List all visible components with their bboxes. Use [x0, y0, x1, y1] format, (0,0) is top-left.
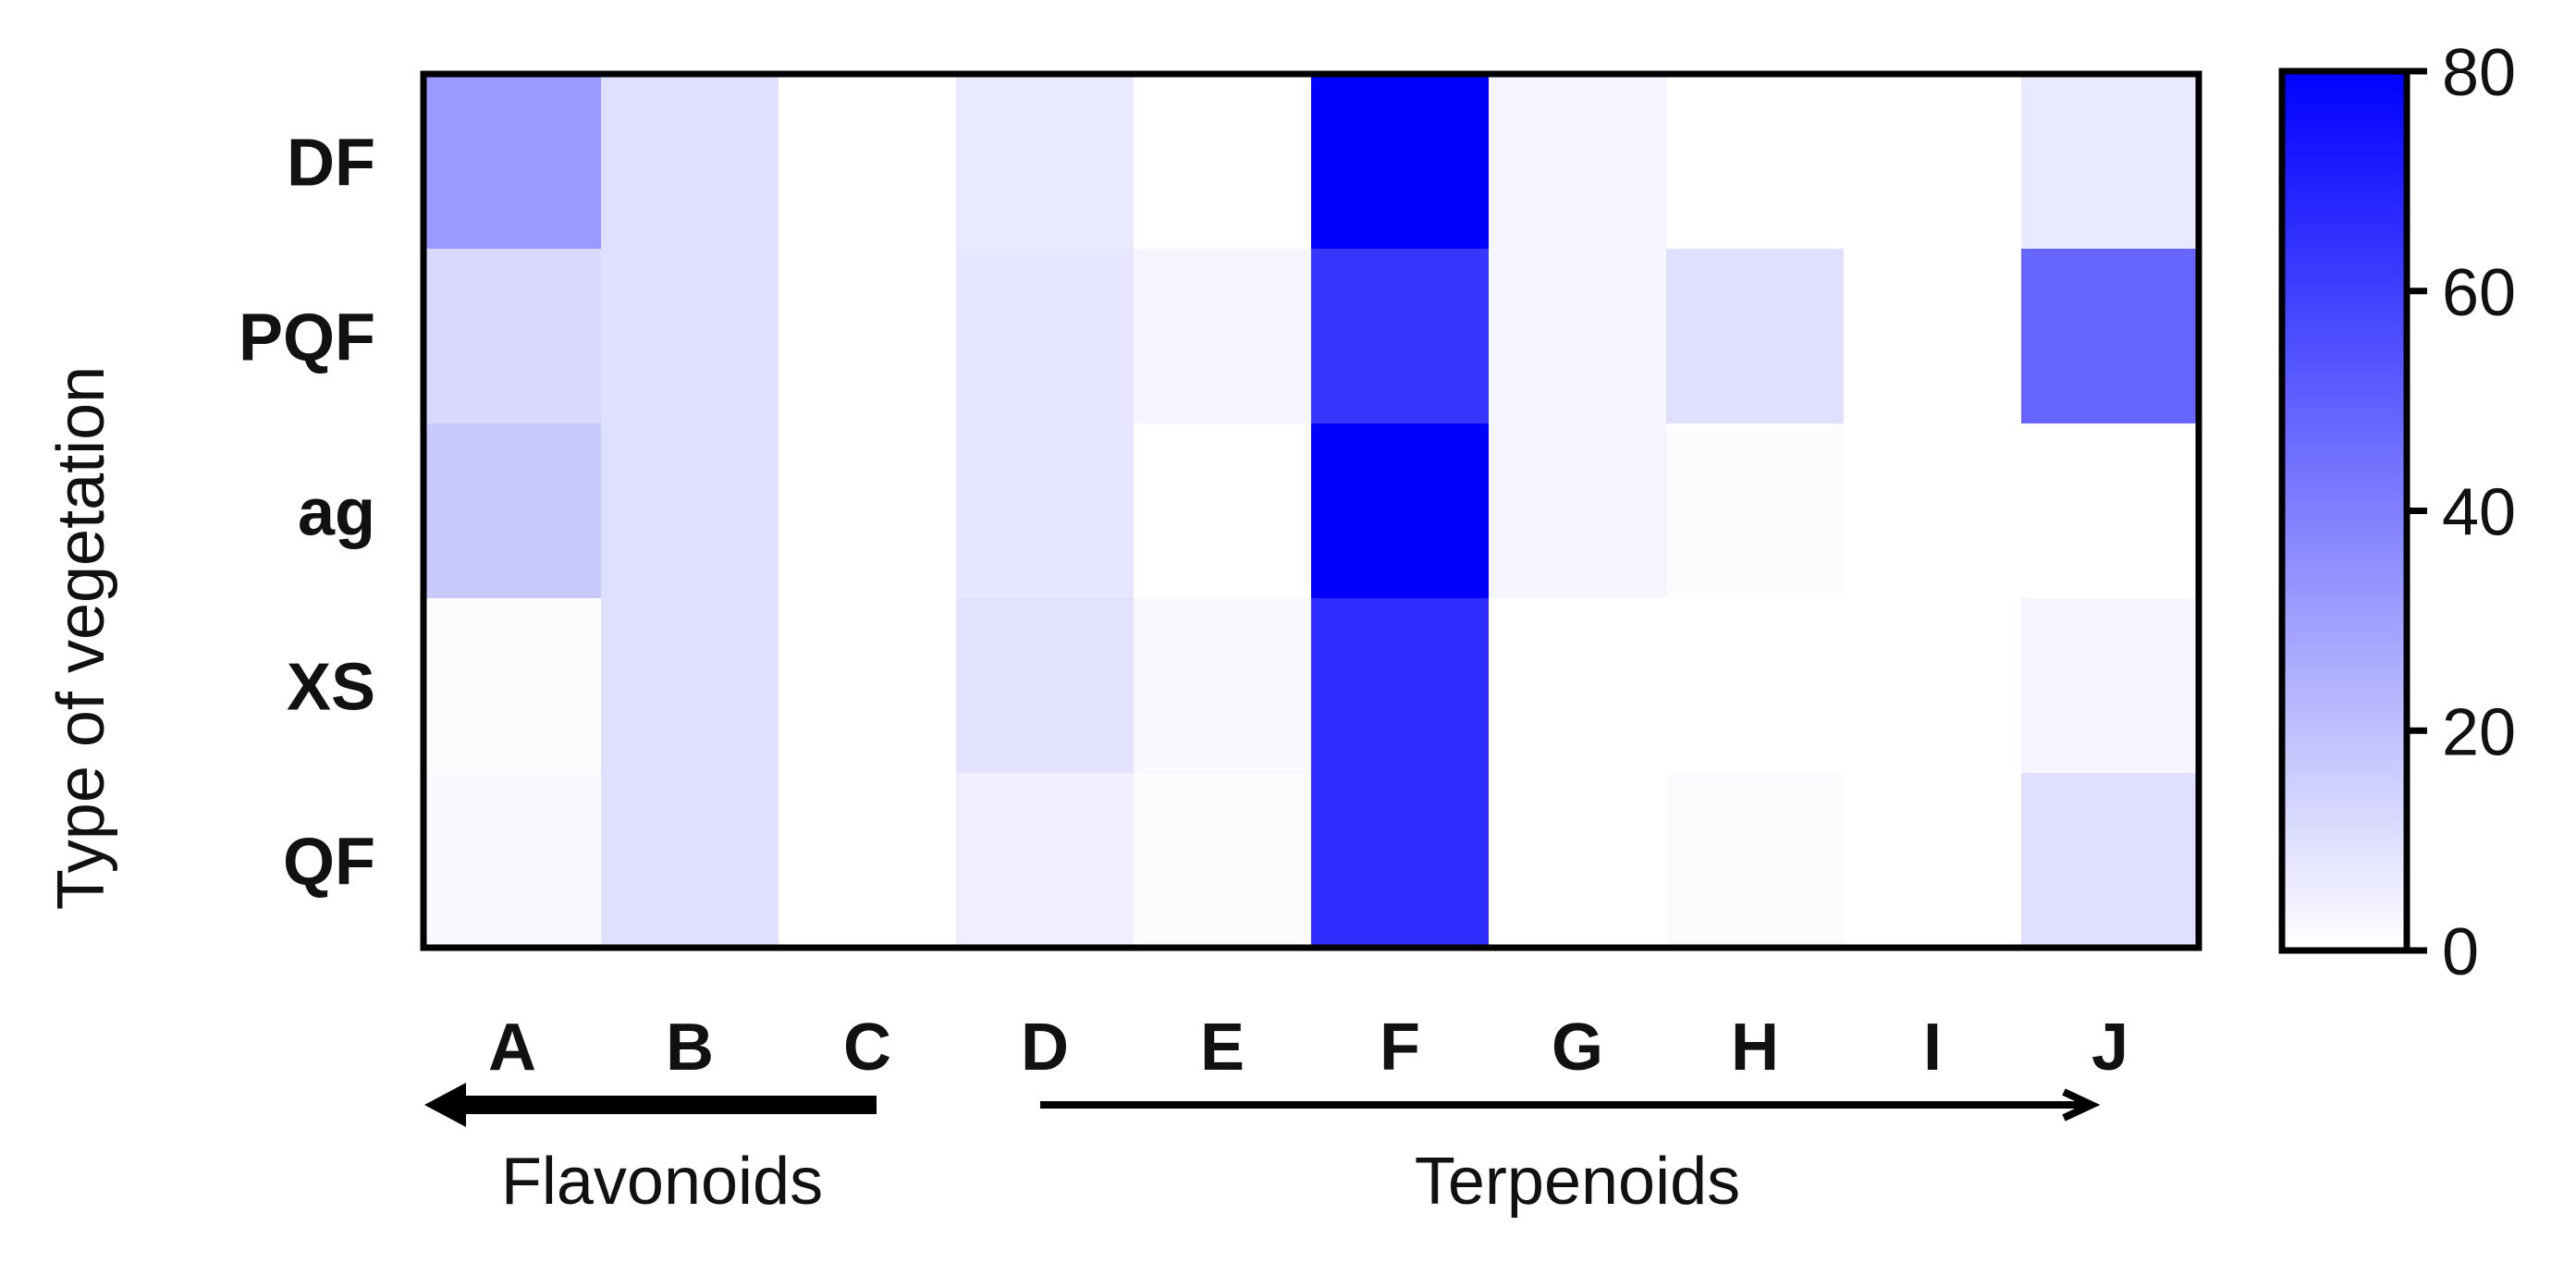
heatmap-frame	[420, 70, 2202, 951]
cell-DF-C	[779, 74, 957, 250]
row-label: DF	[287, 127, 375, 201]
cell-XS-G	[1489, 598, 1667, 774]
column-label: H	[1731, 1011, 1779, 1085]
cell-XS-A	[423, 598, 602, 774]
cell-ag-C	[779, 423, 957, 599]
colorbar-tick-label: 80	[2442, 36, 2516, 110]
column-label: C	[843, 1011, 891, 1085]
colorbar	[2278, 67, 2410, 954]
cell-ag-B	[601, 423, 779, 599]
cell-DF-J	[2021, 74, 2200, 250]
cell-DF-G	[1489, 74, 1667, 250]
colorbar-tick-label: 40	[2442, 476, 2516, 550]
cell-ag-F	[1311, 423, 1490, 599]
cell-XS-F	[1311, 598, 1490, 774]
cell-PQF-A	[423, 249, 602, 424]
cell-QF-D	[956, 773, 1135, 949]
cell-DF-A	[423, 74, 602, 250]
row-label: PQF	[239, 301, 375, 375]
cell-PQF-F	[1311, 249, 1490, 424]
column-label: E	[1200, 1011, 1245, 1085]
colorbar-ticks: 0 20 40 60 80	[2407, 36, 2516, 989]
cell-QF-J	[2021, 773, 2200, 949]
heatmap-cells	[423, 74, 2200, 949]
cell-QF-G	[1489, 773, 1667, 949]
cell-DF-H	[1666, 74, 1845, 250]
cell-PQF-G	[1489, 249, 1667, 424]
colorbar-tick-label: 20	[2442, 695, 2516, 769]
cell-DF-B	[601, 74, 779, 250]
cell-XS-C	[779, 598, 957, 774]
cell-XS-H	[1666, 598, 1845, 774]
column-label: B	[666, 1011, 714, 1085]
cell-QF-A	[423, 773, 602, 949]
cell-XS-D	[956, 598, 1135, 774]
cell-XS-J	[2021, 598, 2200, 774]
cell-XS-E	[1134, 598, 1312, 774]
colorbar-tick-label: 60	[2442, 256, 2516, 330]
cell-ag-A	[423, 423, 602, 599]
cell-DF-I	[1844, 74, 2022, 250]
cell-DF-F	[1311, 74, 1490, 250]
column-label: J	[2091, 1011, 2128, 1085]
group-annotations: Flavonoids Terpenoids	[424, 1083, 2101, 1219]
group-label: Flavonoids	[501, 1145, 823, 1219]
cell-PQF-B	[601, 249, 779, 424]
cell-QF-B	[601, 773, 779, 949]
y-axis-label: Type of vegetation	[44, 366, 118, 910]
group-arrow	[424, 1083, 877, 1127]
cell-PQF-D	[956, 249, 1135, 424]
colorbar-tick-label: 0	[2442, 915, 2479, 989]
cell-ag-D	[956, 423, 1135, 599]
column-label: I	[1923, 1011, 1942, 1085]
row-label: ag	[298, 476, 375, 550]
cell-XS-I	[1844, 598, 2022, 774]
cell-ag-I	[1844, 423, 2022, 599]
cell-ag-E	[1134, 423, 1312, 599]
cell-ag-J	[2021, 423, 2200, 599]
cell-PQF-E	[1134, 249, 1312, 424]
cell-PQF-H	[1666, 249, 1845, 424]
cell-QF-I	[1844, 773, 2022, 949]
cell-PQF-J	[2021, 249, 2200, 424]
group-arrow	[1040, 1088, 2101, 1122]
column-label: D	[1021, 1011, 1069, 1085]
group-label: Terpenoids	[1415, 1145, 1740, 1219]
cell-DF-E	[1134, 74, 1312, 250]
row-labels: DF PQF ag XS QF	[239, 127, 375, 900]
cell-PQF-I	[1844, 249, 2022, 424]
cell-XS-B	[601, 598, 779, 774]
cell-ag-G	[1489, 423, 1667, 599]
column-label: G	[1552, 1011, 1603, 1085]
column-labels: A B C D E F G H I J	[488, 1011, 2128, 1085]
row-label: XS	[287, 651, 375, 725]
column-label: F	[1380, 1011, 1420, 1085]
cell-QF-F	[1311, 773, 1490, 949]
row-label: QF	[283, 826, 375, 900]
cell-QF-C	[779, 773, 957, 949]
cell-QF-H	[1666, 773, 1845, 949]
cell-DF-D	[956, 74, 1135, 250]
cell-PQF-C	[779, 249, 957, 424]
cell-ag-H	[1666, 423, 1845, 599]
column-label: A	[488, 1011, 536, 1085]
cell-QF-E	[1134, 773, 1312, 949]
